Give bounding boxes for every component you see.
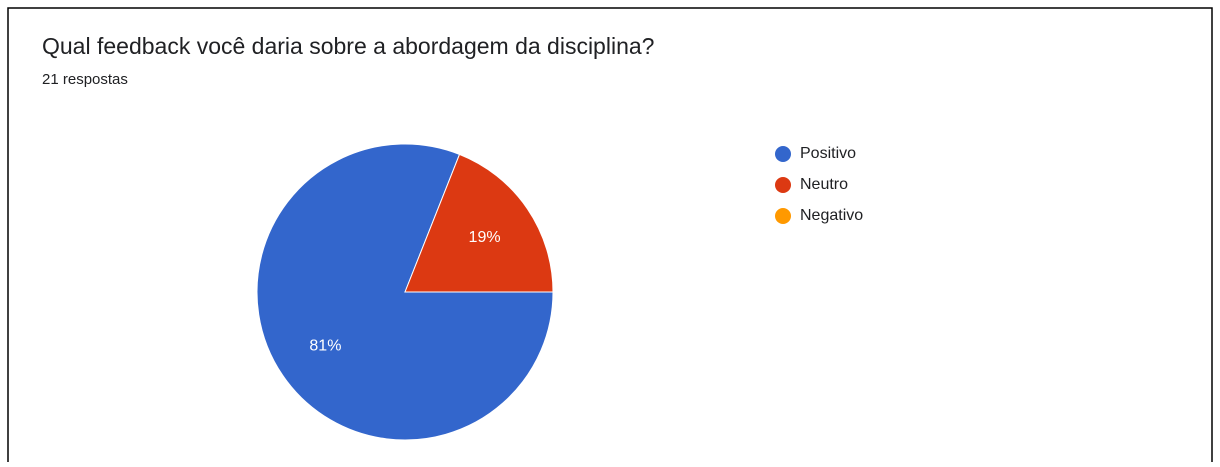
legend-marker — [775, 177, 791, 193]
legend-label: Positivo — [800, 145, 856, 162]
card-border — [7, 7, 1213, 462]
legend-marker — [775, 146, 791, 162]
data-label: 81% — [309, 337, 341, 354]
legend-marker — [775, 208, 791, 224]
chart-title: Qual feedback você daria sobre a abordag… — [42, 33, 654, 59]
pie-slice — [404, 153, 554, 293]
legend-label: Negativo — [800, 207, 863, 224]
data-label: 19% — [469, 229, 501, 246]
chart-subtitle: 21 respostas — [42, 71, 128, 88]
legend-label: Neutro — [800, 176, 848, 193]
